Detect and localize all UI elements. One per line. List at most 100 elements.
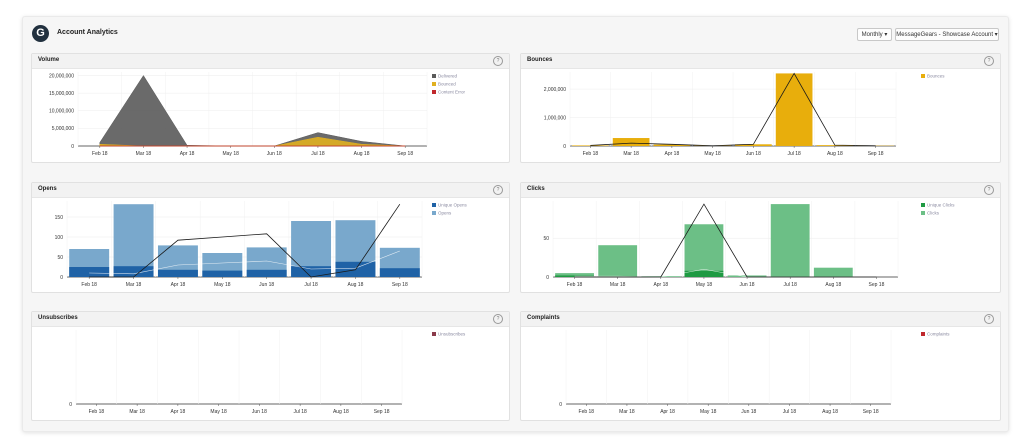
legend-label: Opens	[438, 211, 452, 216]
x-tick-label: Jul 18	[787, 151, 801, 157]
x-tick-label: Aug 18	[825, 282, 841, 288]
panel-header: Volume ?	[32, 54, 509, 69]
legend-swatch	[432, 211, 436, 215]
y-tick-label: 0	[60, 275, 63, 281]
panel-header: Unsubscribes ?	[32, 312, 509, 327]
legend-swatch	[921, 211, 925, 215]
y-tick-label: 100	[55, 235, 64, 241]
account-dropdown[interactable]: MessageGears - Showcase Account ▾	[895, 28, 999, 41]
bar	[816, 145, 854, 146]
x-tick-label: Jun 18	[741, 409, 756, 415]
bar	[770, 204, 810, 277]
x-tick-label: May 18	[700, 409, 717, 415]
x-tick-label: Sep 18	[868, 151, 884, 157]
x-tick-label: Jun 18	[746, 151, 761, 157]
x-tick-label: Sep 18	[392, 282, 408, 288]
y-tick-label: 50	[57, 255, 63, 261]
x-tick-label: Apr 18	[665, 151, 680, 157]
legend-label: Delivered	[438, 74, 458, 79]
y-tick-label: 0	[559, 402, 562, 408]
brand-logo-icon: G	[32, 25, 49, 42]
account-analytics-dashboard: G Account Analytics Monthly ▾ MessageGea…	[22, 16, 1009, 432]
trend-line-secondary	[89, 250, 400, 275]
bar	[813, 267, 853, 277]
x-tick-label: Mar 18	[129, 409, 145, 415]
x-tick-label: Feb 18	[89, 409, 105, 415]
unsubscribes-chart: 0 Feb 18 Mar 18 Apr 18 May 18 Jun 18 Jul 18 Aug…	[69, 330, 466, 415]
x-tick-label: Jul 18	[783, 409, 797, 415]
x-tick-label: Sep 18	[397, 151, 413, 157]
x-tick-label: Jul 18	[293, 409, 307, 415]
x-tick-label: Apr 18	[171, 409, 186, 415]
y-tick-label: 0	[71, 144, 74, 150]
bar	[555, 273, 594, 277]
panel-title: Complaints	[527, 315, 560, 321]
x-tick-label: Aug 18	[827, 151, 843, 157]
bar	[291, 266, 332, 277]
legend-label: Content Error	[438, 90, 466, 95]
legend-label: Unsubscribes	[438, 332, 466, 337]
bar	[69, 267, 110, 277]
panel-header: Complaints ?	[521, 312, 1000, 327]
x-tick-label: Jul 18	[311, 151, 325, 157]
y-tick-label: 0	[69, 402, 72, 408]
y-tick-label: 5,000,000	[52, 126, 74, 132]
y-tick-label: 10,000,000	[49, 109, 74, 115]
help-icon[interactable]: ?	[493, 185, 503, 195]
legend-swatch	[432, 332, 436, 336]
x-tick-label: Mar 18	[610, 282, 626, 288]
x-tick-label: Feb 18	[567, 282, 583, 288]
complaints-panel: Complaints ? 0 Feb 18 Mar 18 Apr 18 May 18 Ju…	[520, 311, 1001, 421]
help-icon[interactable]: ?	[984, 56, 994, 66]
x-tick-label: Apr 18	[653, 282, 668, 288]
x-tick-label: Jun 18	[740, 282, 755, 288]
help-icon[interactable]: ?	[984, 314, 994, 324]
x-tick-label: May 18	[696, 282, 713, 288]
bar	[684, 224, 724, 277]
legend-swatch	[432, 90, 436, 94]
help-icon[interactable]: ?	[493, 56, 503, 66]
x-tick-label: Jun 18	[259, 282, 274, 288]
volume-panel: Volume ? 20,000,000 15,000,000 10,000,000 5…	[31, 53, 510, 163]
legend-swatch	[432, 82, 436, 86]
x-tick-label: Feb 18	[81, 282, 97, 288]
y-tick-label: 0	[563, 144, 566, 150]
x-tick-label: Aug 18	[354, 151, 370, 157]
x-tick-label: Jul 18	[304, 282, 318, 288]
bar	[379, 268, 420, 277]
x-tick-label: Mar 18	[126, 282, 142, 288]
x-tick-label: May 18	[210, 409, 227, 415]
opens-chart: 150 100 50 0 Feb 18 Mar 18 Apr 18 May 18 Jun 18 J…	[55, 201, 468, 288]
panel-title: Unsubscribes	[38, 315, 78, 321]
legend-label: Bounced	[438, 82, 456, 87]
legend-label: Unique Clicks	[927, 203, 955, 208]
period-dropdown[interactable]: Monthly ▾	[857, 28, 892, 41]
legend-swatch	[432, 203, 436, 207]
bounces-chart: 2,000,000 1,000,000 0 Feb 18 Mar 18 Apr 18 May…	[544, 72, 945, 157]
x-tick-label: Sep 18	[863, 409, 879, 415]
bar	[775, 73, 813, 146]
panel-header: Clicks ?	[521, 183, 1000, 198]
panel-title: Volume	[38, 57, 60, 63]
clicks-panel: Clicks ? 50 0 Feb 18 Mar 18 Apr 18 May 18 Jun …	[520, 182, 1001, 293]
legend-label: Clicks	[927, 211, 940, 216]
x-tick-label: Mar 18	[623, 151, 639, 157]
trend-line	[89, 203, 401, 278]
panel-title: Opens	[38, 186, 57, 192]
legend-label: Unique Opens	[438, 203, 468, 208]
panel-title: Clicks	[527, 186, 545, 192]
x-tick-label: Feb 18	[583, 151, 599, 157]
y-tick-label: 0	[546, 275, 549, 281]
bar	[612, 138, 650, 146]
bar	[572, 145, 609, 146]
x-tick-label: Feb 18	[92, 151, 108, 157]
x-tick-label: Aug 18	[333, 409, 349, 415]
panel-title: Bounces	[527, 57, 553, 63]
help-icon[interactable]: ?	[984, 185, 994, 195]
y-tick-label: 150	[55, 215, 64, 221]
help-icon[interactable]: ?	[493, 314, 503, 324]
x-tick-label: Aug 18	[822, 409, 838, 415]
legend-swatch	[921, 203, 925, 207]
legend-swatch	[921, 332, 925, 336]
legend-swatch	[432, 74, 436, 78]
